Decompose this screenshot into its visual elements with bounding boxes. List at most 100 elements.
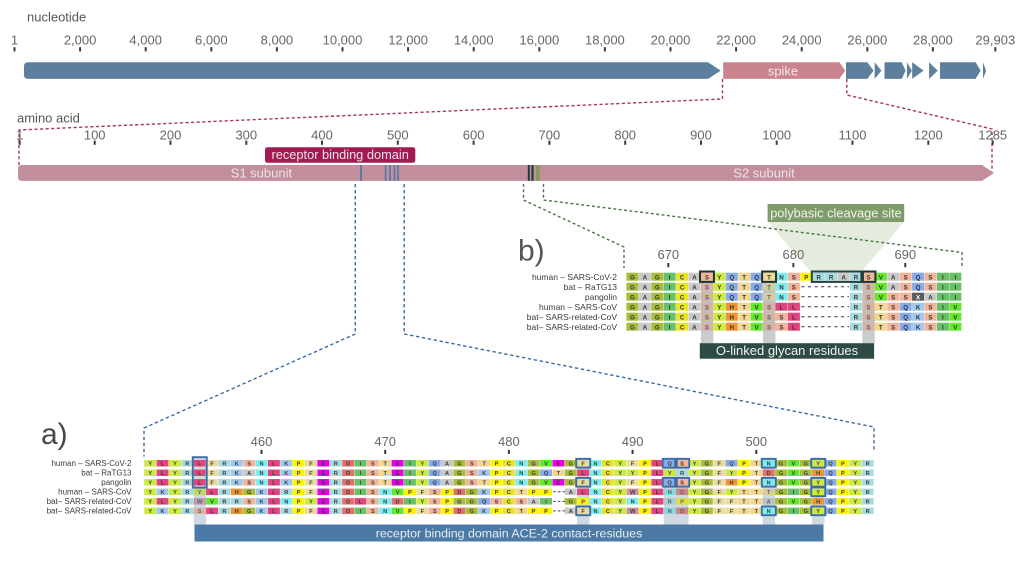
svg-text:S: S: [371, 490, 375, 496]
svg-text:Q: Q: [828, 471, 833, 477]
svg-text:29,903: 29,903: [975, 33, 1015, 48]
svg-text:P: P: [297, 490, 301, 496]
svg-text:L: L: [792, 324, 796, 331]
svg-text:D: D: [346, 490, 350, 496]
svg-text:S: S: [891, 314, 895, 321]
svg-text:T: T: [742, 509, 746, 515]
svg-text:F: F: [210, 471, 214, 477]
svg-text:G: G: [705, 490, 709, 496]
svg-text:400: 400: [311, 127, 333, 142]
svg-text:L: L: [272, 500, 276, 506]
svg-text:C: C: [507, 500, 511, 506]
svg-text:S: S: [247, 500, 251, 506]
svg-text:T: T: [767, 274, 771, 281]
svg-text:G: G: [630, 284, 635, 291]
svg-text:S: S: [928, 314, 932, 321]
svg-text:A: A: [445, 462, 449, 468]
svg-text:T: T: [383, 462, 387, 468]
svg-text:I: I: [942, 284, 944, 291]
svg-text:Q: Q: [754, 284, 759, 291]
svg-text:E: E: [557, 481, 561, 487]
svg-text:E: E: [396, 471, 400, 477]
svg-text:W: W: [630, 490, 636, 496]
svg-text:Q: Q: [903, 324, 908, 331]
svg-text:H: H: [816, 471, 820, 477]
svg-text:D: D: [346, 500, 350, 506]
svg-text:I: I: [793, 490, 795, 496]
svg-text:1: 1: [11, 33, 18, 48]
svg-text:T: T: [383, 471, 387, 477]
svg-text:N: N: [259, 481, 263, 487]
svg-text:S: S: [371, 509, 375, 515]
svg-text:nucleotide: nucleotide: [27, 10, 86, 25]
svg-text:Y: Y: [618, 471, 622, 477]
svg-text:P: P: [544, 490, 548, 496]
svg-text:V: V: [210, 500, 214, 506]
svg-text:1: 1: [16, 127, 23, 142]
svg-text:V: V: [879, 274, 884, 281]
svg-text:R: R: [866, 500, 870, 506]
svg-text:Y: Y: [420, 500, 424, 506]
svg-text:S: S: [705, 314, 709, 321]
svg-text:P: P: [742, 471, 746, 477]
svg-text:Y: Y: [618, 500, 622, 506]
svg-text:N: N: [779, 274, 784, 281]
svg-text:G: G: [457, 462, 461, 468]
svg-text:T: T: [482, 481, 486, 487]
svg-text:Q: Q: [668, 462, 673, 468]
svg-text:G: G: [470, 509, 474, 515]
svg-text:G: G: [804, 481, 808, 487]
svg-text:V: V: [953, 304, 958, 311]
svg-text:T: T: [742, 500, 746, 506]
svg-text:F: F: [309, 462, 313, 468]
svg-text:P: P: [841, 509, 845, 515]
svg-text:C: C: [680, 274, 685, 281]
svg-text:R: R: [866, 490, 870, 496]
svg-text:spike: spike: [768, 63, 798, 78]
svg-text:S: S: [866, 314, 870, 321]
svg-text:8,000: 8,000: [261, 33, 294, 48]
svg-text:Y: Y: [618, 490, 622, 496]
svg-text:S: S: [779, 324, 783, 331]
svg-text:28,000: 28,000: [913, 33, 953, 48]
svg-text:R: R: [854, 304, 859, 311]
svg-text:F: F: [717, 509, 721, 515]
svg-text:G: G: [569, 500, 573, 506]
svg-text:D: D: [680, 490, 684, 496]
svg-text:X: X: [916, 294, 921, 301]
svg-text:P: P: [643, 471, 647, 477]
svg-text:I: I: [669, 304, 671, 311]
svg-text:Y: Y: [853, 471, 857, 477]
svg-text:F: F: [309, 509, 313, 515]
svg-text:L: L: [792, 314, 796, 321]
svg-text:P: P: [445, 490, 449, 496]
svg-text:I: I: [409, 481, 411, 487]
svg-text:P: P: [495, 471, 499, 477]
svg-text:N: N: [767, 462, 771, 468]
svg-text:R: R: [866, 509, 870, 515]
svg-text:D: D: [457, 509, 461, 515]
svg-text:I: I: [409, 500, 411, 506]
svg-text:Y: Y: [853, 509, 857, 515]
svg-text:Y: Y: [631, 471, 635, 477]
svg-text:A: A: [692, 294, 697, 301]
svg-text:T: T: [520, 490, 524, 496]
svg-text:Y: Y: [309, 500, 313, 506]
svg-text:A: A: [445, 471, 449, 477]
svg-text:G: G: [779, 471, 783, 477]
svg-text:Y: Y: [853, 490, 857, 496]
svg-text:S: S: [866, 284, 870, 291]
svg-text:S: S: [433, 490, 437, 496]
svg-text:G: G: [705, 481, 709, 487]
svg-text:G: G: [804, 490, 808, 496]
svg-text:P: P: [297, 500, 301, 506]
svg-text:Q: Q: [729, 462, 734, 468]
svg-text:T: T: [879, 324, 883, 331]
svg-text:E: E: [322, 471, 326, 477]
svg-text:Q: Q: [729, 294, 734, 301]
svg-text:S: S: [371, 462, 375, 468]
svg-text:Q: Q: [916, 284, 921, 291]
svg-text:P: P: [495, 509, 499, 515]
svg-text:V: V: [792, 481, 796, 487]
svg-text:480: 480: [498, 434, 520, 449]
